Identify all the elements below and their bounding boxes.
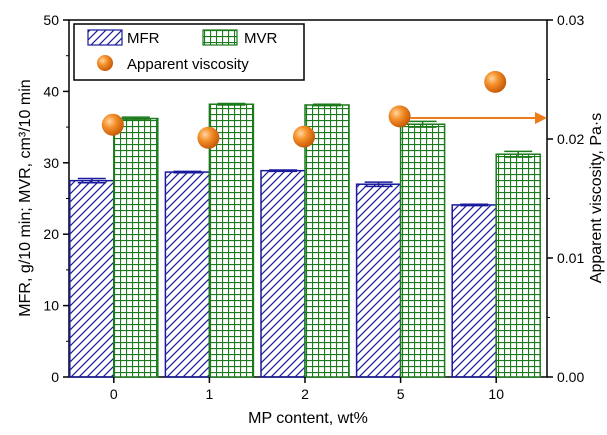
- y-right-tick-label-0.00: 0.00: [557, 369, 584, 385]
- error-bar-mfr-1: [173, 170, 202, 174]
- bar-mvr-1: [208, 103, 255, 378]
- bar-mfr-2: [260, 169, 306, 378]
- bar-mvr-10: [495, 153, 541, 378]
- x-tick-label-1: 1: [206, 386, 214, 402]
- x-tick-label-5: 5: [397, 386, 405, 402]
- error-bar-mvr-1: [217, 102, 246, 106]
- bar-mfr-0: [69, 179, 115, 378]
- error-bar-mfr-5: [364, 181, 393, 188]
- x-tick-label-0: 0: [110, 386, 118, 402]
- viscosity-point-0: [101, 113, 124, 136]
- error-bar-mfr-0: [77, 177, 106, 184]
- error-bar-mvr-10: [504, 150, 533, 158]
- legend-label-mvr: MVR: [244, 30, 278, 47]
- y-left-tick-label-50: 50: [43, 12, 59, 28]
- axes-layer: 0 1 2 5 10 0 10 20 30 40 50 0.00 0.01 0.02 0.03: [43, 12, 584, 402]
- y-right-tick-label-0.01: 0.01: [557, 250, 584, 266]
- y-left-tick-label-30: 30: [43, 155, 59, 171]
- y-left-tick-label-0: 0: [51, 369, 59, 385]
- error-bars-layer: [77, 102, 533, 207]
- y-axis-left-title: MFR, g/10 min; MVR, cm³/10 min: [17, 79, 34, 316]
- bar-mvr-5: [399, 123, 446, 378]
- viscosity-point-5: [388, 105, 411, 128]
- bar-mvr-0: [113, 117, 159, 378]
- error-bar-mvr-5: [408, 120, 437, 128]
- viscosity-point-2: [293, 125, 315, 148]
- viscosity-point-1: [197, 126, 220, 149]
- y-right-tick-label-0.03: 0.03: [557, 12, 584, 28]
- error-bar-mvr-2: [313, 103, 341, 107]
- error-bar-mfr-10: [460, 203, 489, 207]
- viscosity-point-10: [484, 70, 507, 93]
- legend-swatch-mvr: [202, 29, 238, 46]
- legend-label-mfr: MFR: [127, 30, 160, 47]
- right-axis-arrow: [410, 112, 547, 124]
- error-bar-mvr-0: [121, 116, 150, 121]
- y-right-tick-label-0.02: 0.02: [557, 131, 584, 147]
- y-left-tick-label-10: 10: [43, 298, 59, 314]
- bar-mfr-1: [164, 171, 211, 378]
- x-axis-title: MP content, wt%: [248, 410, 368, 427]
- y-left-tick-label-40: 40: [43, 83, 59, 99]
- error-bar-mfr-2: [269, 169, 297, 173]
- x-tick-label-10: 10: [488, 386, 504, 402]
- bar-mvr-2: [304, 104, 350, 378]
- legend: MFR MVR Apparent viscosity: [73, 23, 305, 81]
- bars-layer: [69, 103, 541, 378]
- y-left-tick-label-20: 20: [43, 226, 59, 242]
- y-axis-right-title: Apparent viscosity, Pa·s: [588, 113, 605, 283]
- legend-marker-viscosity: [97, 55, 113, 71]
- bar-mfr-10: [451, 204, 497, 378]
- x-tick-label-2: 2: [301, 386, 309, 402]
- bar-mfr-5: [355, 183, 402, 378]
- legend-label-viscosity: Apparent viscosity: [127, 56, 249, 73]
- legend-swatch-mfr: [87, 29, 123, 46]
- viscosity-points-layer: [101, 70, 507, 149]
